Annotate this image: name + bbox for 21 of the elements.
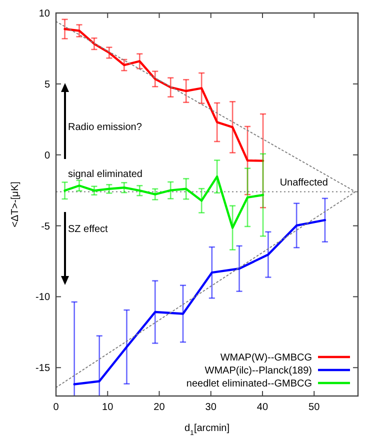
y-axis-title: <ΔT>-[μK] xyxy=(10,181,21,228)
x-tick-label: 40 xyxy=(256,402,268,413)
annotation: Radio emission? xyxy=(68,122,142,133)
annotation: SZ effect xyxy=(68,224,108,235)
y-tick-label: 0 xyxy=(44,150,50,162)
legend-label: WMAP(ilc)--Planck(189) xyxy=(204,366,312,376)
x-tick-label: 30 xyxy=(205,402,217,413)
legend-label: WMAP(W)--GMBCG xyxy=(220,352,312,364)
y-tick-label: -15 xyxy=(36,363,50,374)
y-tick-label: 10 xyxy=(38,8,50,20)
y-tick-label: -5 xyxy=(41,221,50,232)
y-tick-label: 5 xyxy=(44,79,50,90)
x-axis-title: d$_{1}$[arcmin] xyxy=(184,423,230,436)
annotation: signal eliminated xyxy=(68,169,142,180)
x-tick-label: 0 xyxy=(53,402,60,413)
x-tick-label: 20 xyxy=(154,402,166,413)
x-tick-label: 50 xyxy=(308,402,320,413)
legend-label: needlet eliminated--GMBCG xyxy=(186,378,312,390)
x-tick-label: 10 xyxy=(102,402,114,413)
y-tick-label: -10 xyxy=(36,292,50,304)
ref-line-label: Unaffected xyxy=(280,178,328,189)
